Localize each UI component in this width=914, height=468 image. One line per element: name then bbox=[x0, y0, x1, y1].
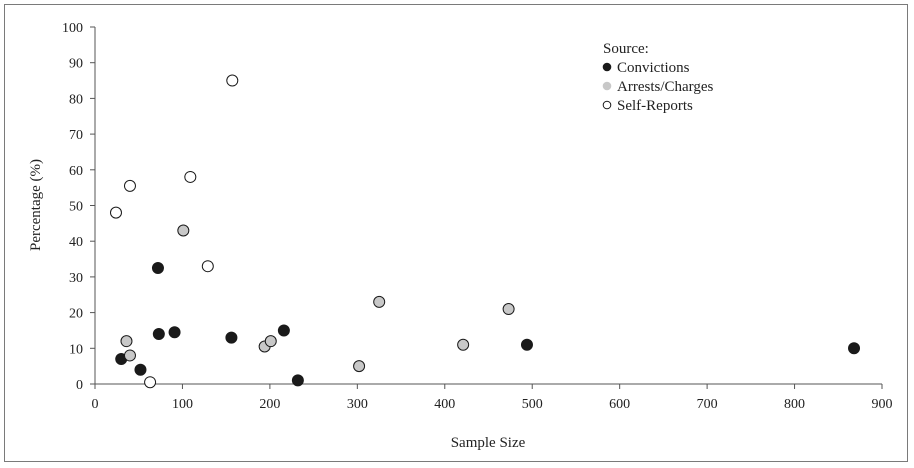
legend-title: Source: bbox=[603, 41, 649, 57]
data-point-convictions bbox=[225, 331, 238, 344]
y-tick-label: 70 bbox=[69, 128, 83, 143]
y-ticks: 0 10 20 30 40 50 60 70 80 90 100 bbox=[62, 21, 95, 393]
y-tick-label: 40 bbox=[69, 235, 83, 250]
x-tick-label: 200 bbox=[259, 397, 280, 412]
y-tick-label: 90 bbox=[69, 57, 83, 72]
data-point-self-reports bbox=[123, 179, 136, 192]
legend-label-convictions: Convictions bbox=[617, 60, 690, 76]
data-points bbox=[109, 74, 861, 389]
data-point-convictions bbox=[848, 342, 861, 355]
data-point-arrests-charges bbox=[177, 224, 190, 237]
y-tick-label: 60 bbox=[69, 164, 83, 179]
x-tick-label: 300 bbox=[347, 397, 368, 412]
data-point-convictions bbox=[168, 326, 181, 339]
axes bbox=[94, 27, 882, 385]
y-tick-label: 0 bbox=[76, 378, 83, 393]
data-point-convictions bbox=[520, 338, 533, 351]
x-axis-title: Sample Size bbox=[451, 435, 526, 451]
x-tick-label: 700 bbox=[697, 397, 718, 412]
data-point-convictions bbox=[277, 324, 290, 337]
legend: Source: Convictions Arrests/Charges Self-R… bbox=[602, 41, 714, 114]
data-point-convictions bbox=[151, 261, 164, 274]
data-point-self-reports bbox=[144, 376, 157, 389]
y-tick-label: 50 bbox=[69, 200, 83, 215]
data-point-self-reports bbox=[109, 206, 122, 219]
y-tick-label: 30 bbox=[69, 271, 83, 286]
legend-marker-convictions bbox=[602, 62, 612, 72]
data-point-self-reports bbox=[201, 260, 214, 273]
x-tick-label: 400 bbox=[434, 397, 455, 412]
data-point-convictions bbox=[291, 374, 304, 387]
x-tick-label: 900 bbox=[872, 397, 893, 412]
x-tick-label: 800 bbox=[784, 397, 805, 412]
legend-marker-self-reports bbox=[602, 100, 612, 110]
x-tick-label: 500 bbox=[522, 397, 543, 412]
data-point-arrests-charges bbox=[502, 303, 515, 316]
data-point-convictions bbox=[152, 328, 165, 341]
data-point-convictions bbox=[134, 363, 147, 376]
data-point-arrests-charges bbox=[120, 335, 133, 348]
data-point-arrests-charges bbox=[353, 360, 366, 373]
data-point-arrests-charges bbox=[373, 295, 386, 308]
x-tick-label: 100 bbox=[172, 397, 193, 412]
x-tick-label: 600 bbox=[609, 397, 630, 412]
y-axis-title: Percentage (%) bbox=[28, 159, 44, 251]
y-tick-label: 20 bbox=[69, 307, 83, 322]
legend-label-arrests-charges: Arrests/Charges bbox=[617, 79, 714, 95]
legend-marker-arrests-charges bbox=[602, 81, 612, 91]
x-tick-label: 0 bbox=[92, 397, 99, 412]
x-ticks: 0 100 200 300 400 500 600 700 800 900 bbox=[92, 384, 893, 412]
y-tick-label: 100 bbox=[62, 21, 83, 36]
y-tick-label: 10 bbox=[69, 342, 83, 357]
data-point-arrests-charges bbox=[264, 335, 277, 348]
data-point-arrests-charges bbox=[123, 349, 136, 362]
data-point-arrests-charges bbox=[457, 338, 470, 351]
legend-label-self-reports: Self-Reports bbox=[617, 98, 693, 114]
y-tick-label: 80 bbox=[69, 92, 83, 107]
data-point-self-reports bbox=[184, 170, 197, 183]
data-point-self-reports bbox=[226, 74, 239, 87]
